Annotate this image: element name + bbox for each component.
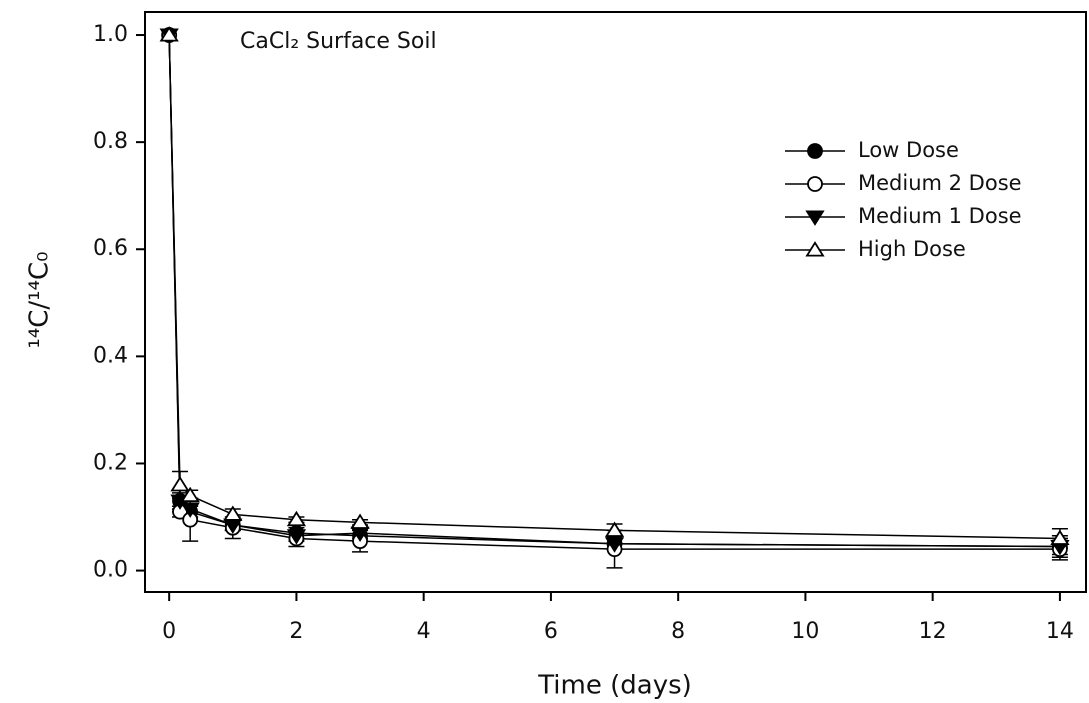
x-tick-label: 2 [289,619,303,644]
x-tick-label: 8 [671,619,685,644]
marker [159,26,179,42]
marker [350,513,370,529]
marker [604,521,625,537]
marker [223,505,243,521]
x-axis-title: Time (days) [537,671,692,701]
legend-marker [807,176,823,192]
series-line [168,35,1060,548]
marker [604,537,625,553]
x-tick-label: 6 [544,619,558,644]
y-tick-label: 0.8 [93,129,128,154]
marker [170,475,190,492]
series-line [168,35,1060,550]
x-tick-label: 14 [1046,619,1074,644]
y-tick-label: 0.0 [93,558,128,583]
series-line [168,35,1060,548]
plot-frame [144,11,1087,593]
x-tick-label: 4 [417,619,431,644]
marker [180,486,200,503]
legend-text: Medium 2 Dose [858,171,1022,195]
marker [180,502,200,518]
y-tick-label: 0.6 [93,236,128,261]
x-tick-label: 10 [791,619,819,644]
y-tick-label: 0.4 [93,343,128,368]
legend-text: High Dose [858,237,966,261]
chart-title: CaCl₂ Surface Soil [240,29,437,54]
series-line [168,35,1060,540]
legend-text: Low Dose [858,138,959,162]
marker [286,529,307,545]
y-tick-label: 0.2 [93,450,128,475]
x-tick-label: 0 [162,619,176,644]
legend-marker [807,143,823,159]
marker [286,510,307,527]
y-axis-title: ¹⁴C/¹⁴C₀ [25,251,55,348]
legend-marker [805,210,825,226]
y-tick-label: 1.0 [93,22,128,47]
marker [1050,529,1070,545]
legend-text: Medium 1 Dose [858,204,1022,228]
legend-marker [805,241,825,257]
x-tick-label: 12 [919,619,947,644]
